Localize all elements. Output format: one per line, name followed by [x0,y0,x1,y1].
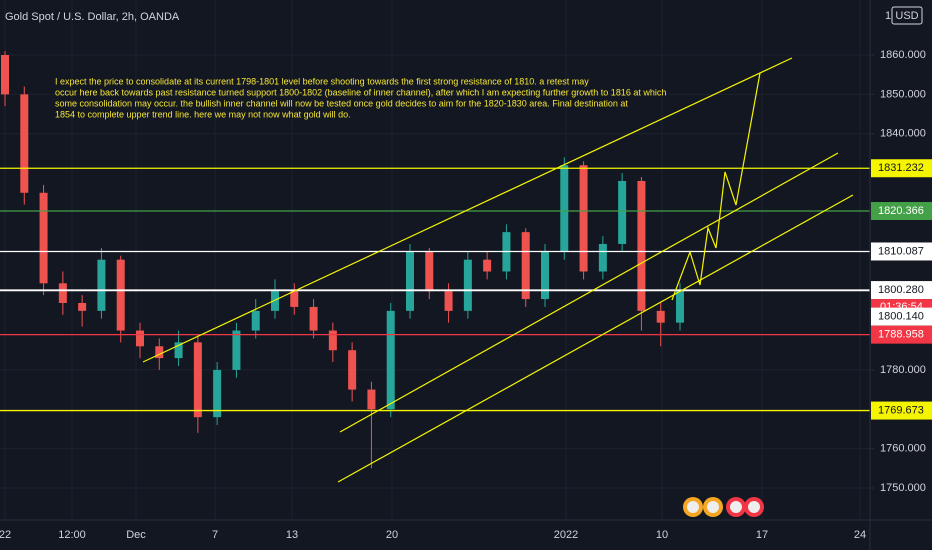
x-tick-label: 22 [0,529,11,541]
level-label-bg [871,242,932,261]
projection-path [671,72,761,301]
candle-body [463,259,472,311]
symbol-title: Gold Spot / U.S. Dollar, 2h, OANDA [5,11,180,23]
event-icon-flag [748,501,760,513]
inner-channel-line [339,152,839,433]
level-label-bg [871,202,932,221]
level-label-bg [871,281,932,300]
time-axis: 22 12:00 Dec 7 13 20 2022 10 17 24 [0,529,866,541]
candle-body [328,330,337,351]
annotation-line: I expect the price to consolidate at its… [55,76,589,86]
candle-body [20,94,29,193]
candle-body [637,180,646,311]
candle-body [174,342,183,359]
y-tick-label: 1860.000 [880,49,926,61]
level-label-bg [871,325,932,344]
candle-body [560,165,569,252]
level-label: 1788.958 [878,329,924,341]
level-label: 1800.140 [878,311,924,323]
candle-body [251,310,260,331]
candle-body [406,251,414,311]
candle-body [521,232,530,300]
level-label-bg [871,159,932,178]
annotation-line: occur here back towards past resistance … [55,87,666,97]
drawings [142,57,854,483]
event-icon-flag [687,501,699,513]
candle-body [116,259,125,331]
candle-body [348,350,357,390]
candle-body [618,180,627,244]
candle-body [309,306,318,331]
event-icon-flag [707,501,719,513]
y-tick-label: 1750.000 [880,482,926,494]
price-axis: 1860.000 1850.000 1840.000 1780.000 1760.000… [870,49,926,494]
annotation-line: 1854 to complete upper trend line. here … [55,109,351,119]
candle-body [425,251,434,292]
currency-button[interactable] [891,6,923,25]
candle-body [386,310,395,410]
x-tick-label: 13 [286,529,298,541]
y-tick-label: 1760.000 [880,443,926,455]
annotation: I expect the price to consolidate at its… [55,76,666,119]
grid [0,0,870,520]
candle-body [213,369,222,418]
level-label: 1831.232 [878,162,924,174]
y-tick-label: 1840.000 [880,128,926,140]
level-label: 1810.087 [878,245,924,257]
y-tick-label: 1850.000 [880,88,926,100]
candles [1,51,684,469]
candle-body [136,330,144,347]
level-label-bg [871,401,932,420]
candle-body [155,346,164,359]
candle-body [1,55,9,95]
candle-body [58,283,67,303]
candle-body [444,291,453,311]
candle-body [78,302,87,311]
candle-body [676,291,684,323]
candle-body [193,342,202,418]
candle-body [97,259,106,311]
x-tick-label: 7 [212,529,218,541]
candle-body [541,251,549,300]
level-label: 1769.673 [878,404,924,416]
currency-label[interactable]: USD [895,10,918,22]
level-label-bg [871,307,932,326]
x-tick-label: 12:00 [58,529,86,541]
x-tick-label: 20 [386,529,398,541]
x-tick-label: 17 [756,529,768,541]
x-tick-label: 2022 [554,529,578,541]
candle-body [39,192,48,284]
candle-body [579,165,588,272]
level-label: 1820.366 [878,205,924,217]
y-tick-label: 1780.000 [880,364,926,376]
level-label: 1800.280 [878,284,924,296]
x-tick-label: 24 [854,529,866,541]
candle-body [483,259,492,272]
x-tick-label: Dec [126,529,146,541]
upper-trend-line [142,57,793,363]
candle-body [232,330,241,370]
candle-body [367,389,376,410]
event-icon-flag [730,501,742,513]
lower-trend-line [337,194,854,483]
candle-body [290,291,299,307]
event-icons [683,497,764,517]
candle-body [656,310,665,323]
candle-body [598,243,607,272]
candle-body [271,291,279,311]
annotation-line: some consolidation may occur. the bullis… [55,98,628,108]
x-tick-label: 10 [656,529,668,541]
levels: 1831.2321820.3661810.0871800.28001:36:54… [0,159,932,420]
